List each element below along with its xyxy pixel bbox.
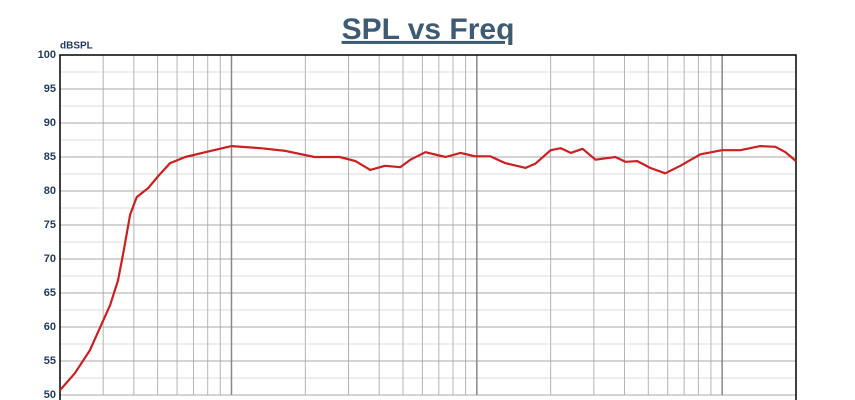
y-tick-label: 85 — [44, 151, 56, 163]
y-tick-label: 80 — [44, 185, 56, 197]
spl-line — [59, 145, 797, 391]
y-tick-label: 65 — [44, 287, 56, 299]
plot-border — [59, 54, 797, 400]
chart-title: SPL vs Freq — [342, 13, 515, 46]
y-tick-label: 90 — [44, 117, 56, 129]
y-tick-label: 75 — [44, 219, 56, 231]
y-tick-label: 50 — [44, 389, 56, 400]
y-tick-label: 100 — [38, 49, 56, 61]
y-axis-label: dBSPL — [60, 41, 93, 52]
y-tick-label: 70 — [44, 253, 56, 265]
y-tick-label: 95 — [44, 83, 56, 95]
y-tick-label: 60 — [44, 321, 56, 333]
y-tick-label: 55 — [44, 355, 56, 367]
